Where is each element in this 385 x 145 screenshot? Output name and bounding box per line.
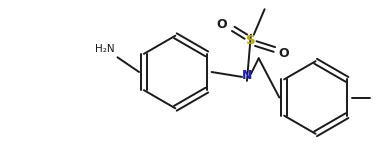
Text: H₂N: H₂N: [95, 44, 114, 54]
Text: N: N: [242, 69, 252, 83]
Text: S: S: [246, 34, 256, 47]
Text: O: O: [278, 47, 289, 60]
Text: O: O: [217, 18, 227, 31]
